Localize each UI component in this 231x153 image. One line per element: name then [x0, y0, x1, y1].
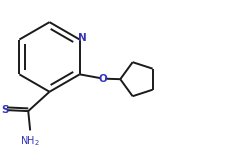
Text: N: N [77, 33, 86, 43]
Text: S: S [1, 105, 8, 115]
Text: NH$_2$: NH$_2$ [20, 134, 40, 148]
Text: O: O [98, 74, 107, 84]
